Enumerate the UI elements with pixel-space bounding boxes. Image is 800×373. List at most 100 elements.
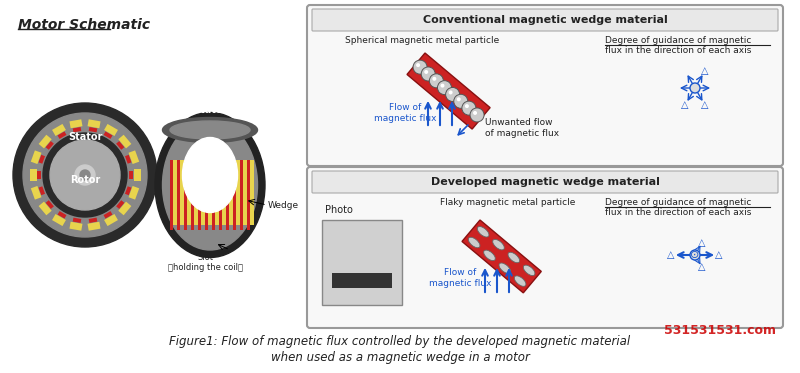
Circle shape	[690, 250, 700, 260]
Circle shape	[690, 83, 700, 93]
Polygon shape	[52, 214, 66, 226]
Text: Degree of guidance of magnetic
flux in the direction of each axis: Degree of guidance of magnetic flux in t…	[605, 36, 751, 56]
FancyBboxPatch shape	[312, 171, 778, 193]
Ellipse shape	[170, 121, 250, 139]
Circle shape	[438, 81, 451, 95]
Circle shape	[413, 60, 427, 74]
Bar	[184, 160, 187, 230]
Polygon shape	[103, 211, 113, 219]
Text: △: △	[682, 100, 689, 110]
Circle shape	[23, 113, 147, 237]
Bar	[201, 160, 205, 225]
Text: Flow of
magnetic flux: Flow of magnetic flux	[429, 268, 491, 288]
Bar	[180, 160, 184, 225]
Polygon shape	[73, 127, 82, 132]
Ellipse shape	[493, 239, 504, 250]
Text: △: △	[702, 100, 709, 110]
Bar	[187, 160, 191, 225]
Polygon shape	[104, 124, 118, 136]
Bar	[233, 160, 236, 230]
Polygon shape	[118, 201, 131, 215]
Text: △: △	[702, 66, 709, 76]
Polygon shape	[103, 131, 113, 139]
Polygon shape	[70, 119, 82, 128]
Circle shape	[430, 74, 443, 88]
Ellipse shape	[162, 120, 258, 250]
Circle shape	[424, 70, 428, 74]
Polygon shape	[104, 214, 118, 226]
Ellipse shape	[508, 252, 520, 263]
Text: Flow of
magnetic flux: Flow of magnetic flux	[374, 103, 436, 123]
Circle shape	[473, 111, 477, 115]
Bar	[332, 273, 392, 288]
Ellipse shape	[478, 226, 489, 237]
Ellipse shape	[182, 138, 238, 213]
Circle shape	[449, 91, 453, 94]
Polygon shape	[38, 155, 45, 164]
Polygon shape	[73, 217, 82, 223]
Bar	[236, 160, 240, 225]
Bar	[170, 160, 173, 230]
Text: Conventional magnetic wedge material: Conventional magnetic wedge material	[422, 15, 667, 25]
Circle shape	[422, 67, 435, 81]
Text: Developed magnetic wedge material: Developed magnetic wedge material	[430, 177, 659, 187]
Bar	[215, 160, 219, 225]
Polygon shape	[38, 135, 52, 148]
Bar	[198, 160, 201, 230]
Text: when used as a magnetic wedge in a motor: when used as a magnetic wedge in a motor	[270, 351, 530, 364]
Text: Slot
（holding the coil）: Slot （holding the coil）	[167, 253, 242, 272]
Polygon shape	[38, 186, 45, 195]
Text: Rotor: Rotor	[70, 175, 100, 185]
Circle shape	[446, 87, 460, 101]
Text: Flaky magnetic metal particle: Flaky magnetic metal particle	[440, 198, 575, 207]
Circle shape	[470, 108, 484, 122]
Polygon shape	[58, 131, 66, 139]
Text: Stator: Stator	[193, 105, 227, 115]
Ellipse shape	[155, 113, 265, 257]
Bar	[250, 160, 254, 225]
Polygon shape	[87, 119, 101, 128]
Polygon shape	[89, 127, 98, 132]
Polygon shape	[30, 186, 42, 200]
Circle shape	[416, 63, 420, 67]
Bar	[191, 160, 194, 230]
Bar	[222, 160, 226, 225]
Circle shape	[50, 140, 120, 210]
Polygon shape	[58, 211, 66, 219]
Circle shape	[80, 170, 90, 180]
Polygon shape	[30, 150, 42, 164]
Ellipse shape	[523, 265, 535, 276]
Polygon shape	[116, 141, 124, 150]
Bar	[194, 160, 198, 225]
Text: Wedge: Wedge	[268, 201, 299, 210]
Circle shape	[465, 104, 469, 108]
Circle shape	[441, 84, 445, 88]
Circle shape	[462, 101, 476, 115]
Text: 531531531.com: 531531531.com	[664, 323, 776, 336]
Circle shape	[43, 133, 127, 217]
Bar	[219, 160, 222, 230]
Polygon shape	[46, 200, 54, 209]
Polygon shape	[118, 135, 131, 148]
Polygon shape	[129, 150, 139, 164]
Polygon shape	[38, 201, 52, 215]
Circle shape	[13, 103, 157, 247]
Polygon shape	[52, 124, 66, 136]
Bar	[243, 160, 247, 225]
Ellipse shape	[514, 276, 526, 286]
FancyBboxPatch shape	[307, 167, 783, 328]
Text: Stator: Stator	[68, 132, 102, 142]
Text: △: △	[667, 250, 674, 260]
Bar	[247, 160, 250, 230]
Polygon shape	[407, 53, 490, 129]
Ellipse shape	[162, 117, 258, 142]
Circle shape	[454, 94, 468, 108]
Polygon shape	[125, 186, 131, 195]
Circle shape	[432, 77, 436, 81]
Polygon shape	[87, 222, 101, 231]
Polygon shape	[89, 217, 98, 223]
Polygon shape	[462, 220, 542, 293]
Text: △: △	[698, 262, 706, 272]
Ellipse shape	[468, 237, 480, 248]
Text: Spherical magnetic metal particle: Spherical magnetic metal particle	[345, 36, 499, 45]
